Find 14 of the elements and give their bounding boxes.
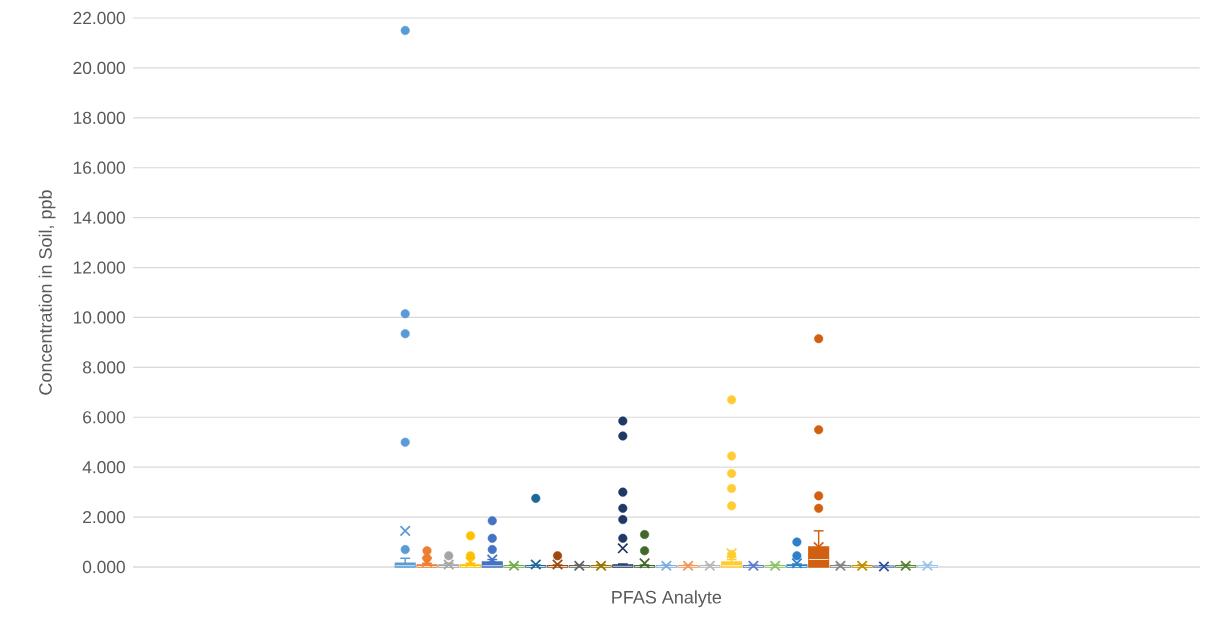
y-tick-label: 4.000 — [82, 461, 125, 474]
y-tick-label: 18.000 — [73, 111, 125, 124]
y-tick-label: 16.000 — [73, 161, 125, 174]
x-axis-title: PFAS Analyte — [612, 590, 722, 608]
y-tick-label: 0.000 — [82, 560, 125, 574]
y-tick-label: 22.000 — [73, 11, 125, 25]
y-tick-label: 10.000 — [73, 311, 125, 324]
y-tick-label: 12.000 — [73, 261, 125, 274]
y-tick-label: 20.000 — [73, 61, 125, 75]
y-tick-label: 6.000 — [83, 411, 125, 424]
y-tick-label: 2.000 — [83, 510, 125, 524]
y-tick-label: 14.000 — [73, 211, 125, 224]
y-tick-label: 8.000 — [83, 361, 125, 374]
y-axis-title: Concentration in Soil, ppb — [38, 190, 56, 395]
